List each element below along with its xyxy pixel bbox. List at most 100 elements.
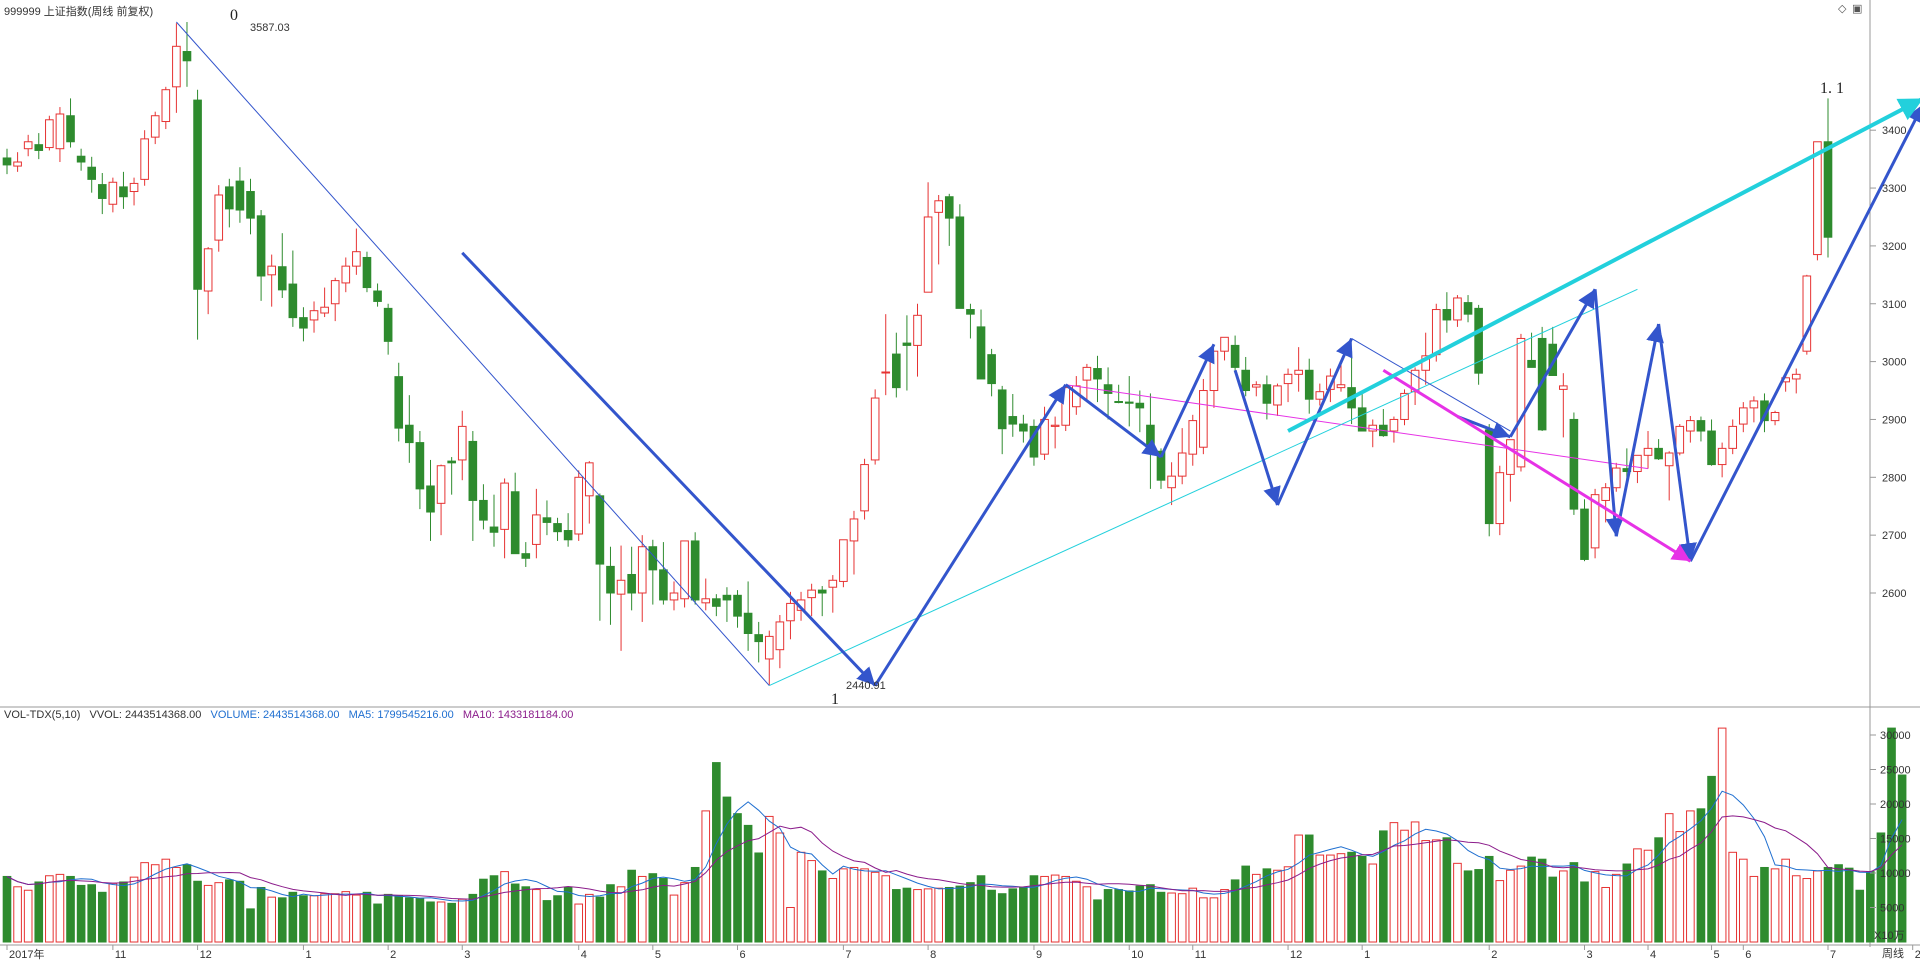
candle-down bbox=[648, 546, 658, 571]
candle-down bbox=[944, 196, 954, 219]
price-tick-label: 2600 bbox=[1882, 588, 1906, 600]
trend-magenta-thin bbox=[1065, 384, 1649, 470]
volume-bar-down bbox=[1474, 869, 1483, 943]
candle-up bbox=[1686, 420, 1695, 432]
candle-down bbox=[1135, 402, 1145, 409]
volume-bar-down bbox=[892, 889, 901, 943]
candle-up bbox=[1061, 387, 1071, 426]
candle-up bbox=[1050, 424, 1060, 427]
candle-down bbox=[1103, 384, 1113, 394]
candle-up bbox=[1167, 475, 1176, 489]
volume-bar-up bbox=[129, 876, 139, 943]
volume-bar-up bbox=[775, 832, 785, 943]
volume-bar-up bbox=[1421, 840, 1430, 943]
volume-bar-down bbox=[426, 901, 435, 943]
candle-up bbox=[1177, 452, 1187, 477]
volume-bar-down bbox=[87, 884, 97, 943]
candle-down bbox=[1823, 141, 1833, 238]
candle-up bbox=[1802, 275, 1812, 352]
date-tick-label: 4 bbox=[581, 949, 587, 961]
volume-bar-up bbox=[1177, 893, 1187, 943]
candle-down bbox=[712, 598, 721, 607]
volume-bar-down bbox=[288, 891, 298, 943]
volume-bar-down bbox=[119, 881, 128, 943]
candle-up bbox=[1590, 494, 1600, 549]
candle-down bbox=[1654, 447, 1663, 460]
candle-down bbox=[553, 523, 562, 533]
volume-bar-down bbox=[415, 898, 425, 943]
volume-bar-up bbox=[1389, 822, 1399, 943]
candle-up bbox=[500, 482, 509, 530]
diamond-icon[interactable]: ◇ bbox=[1838, 3, 1847, 15]
volume-bar-up bbox=[1336, 853, 1346, 943]
candle-down bbox=[373, 290, 382, 302]
panel-toggle-icon[interactable]: ▣ bbox=[1852, 3, 1863, 15]
candle-up bbox=[1389, 418, 1399, 432]
candle-down bbox=[66, 115, 75, 143]
volume-bar-down bbox=[743, 824, 753, 943]
price-tick-label: 3300 bbox=[1882, 183, 1906, 195]
volume-bar-down bbox=[1707, 775, 1716, 943]
candle-up bbox=[1283, 373, 1293, 385]
volume-bar-up bbox=[860, 868, 869, 943]
volume-bar-down bbox=[1114, 889, 1123, 943]
price-tick-label: 2900 bbox=[1882, 414, 1906, 426]
volume-bar-up bbox=[161, 858, 171, 943]
volume-bar-up bbox=[214, 882, 224, 943]
volume-bar-down bbox=[1124, 890, 1134, 943]
date-tick-label: 3 bbox=[464, 949, 470, 961]
volume-bar-up bbox=[436, 901, 446, 943]
volume-bar-up bbox=[1717, 727, 1727, 943]
indicator-name: VOL-TDX(5,10) bbox=[4, 709, 81, 721]
volume-bar-down bbox=[563, 886, 573, 943]
volume-bar-up bbox=[1071, 880, 1081, 943]
candle-down bbox=[659, 569, 668, 601]
volume-bar-up bbox=[1368, 863, 1378, 943]
candle-down bbox=[1442, 309, 1452, 321]
price-tick-label: 2800 bbox=[1882, 472, 1906, 484]
volume-bar-down bbox=[733, 813, 742, 943]
volume-bar-down bbox=[1484, 855, 1494, 943]
volume-bar-down bbox=[246, 908, 255, 943]
candle-up bbox=[140, 138, 149, 180]
price-axis: 2600 2700 2800 2900 3000 3100 3200 3300 3400 bbox=[1870, 125, 1906, 600]
candle-up bbox=[203, 248, 213, 292]
candle-up bbox=[1559, 385, 1568, 390]
volume-bar-down bbox=[373, 903, 382, 943]
volume-ma-lines bbox=[6, 790, 1903, 902]
volume-bar-down bbox=[606, 884, 615, 943]
volume-bar-down bbox=[1887, 727, 1896, 943]
volume-bar-down bbox=[1357, 855, 1367, 943]
candle-up bbox=[172, 45, 181, 88]
volume-bar-up bbox=[150, 864, 160, 943]
candle-down bbox=[1114, 401, 1123, 404]
candle-up bbox=[1738, 407, 1748, 425]
volume-bar-up bbox=[23, 889, 33, 943]
volume-bar-up bbox=[1273, 869, 1282, 943]
volume-bar-down bbox=[955, 885, 965, 943]
volume-bar-down bbox=[1834, 864, 1843, 943]
date-tick-label: 2 bbox=[390, 949, 396, 961]
candle-down bbox=[235, 180, 245, 211]
candle-up bbox=[669, 592, 679, 601]
price-tick-label: 3400 bbox=[1882, 125, 1906, 137]
wave-arrow bbox=[1159, 343, 1216, 458]
volume-bar-down bbox=[479, 878, 488, 943]
volume-bars bbox=[2, 727, 1907, 943]
candle-down bbox=[182, 51, 192, 62]
volume-bar-down bbox=[1569, 862, 1579, 943]
candle-down bbox=[256, 215, 266, 277]
candle-down bbox=[2, 157, 12, 166]
candle-up bbox=[764, 635, 774, 660]
volume-bar-down bbox=[1029, 875, 1039, 943]
volume-bar-up bbox=[1326, 854, 1335, 943]
candle-up bbox=[457, 425, 467, 461]
candle-down bbox=[225, 186, 234, 210]
volume-bar-up bbox=[796, 851, 806, 943]
candle-up bbox=[1611, 467, 1621, 489]
date-tick-label: 12 bbox=[1290, 949, 1302, 961]
candle-up bbox=[320, 306, 329, 314]
candle-down bbox=[1241, 369, 1251, 392]
annotation-layer bbox=[176, 21, 1920, 687]
candle-down bbox=[479, 499, 488, 521]
